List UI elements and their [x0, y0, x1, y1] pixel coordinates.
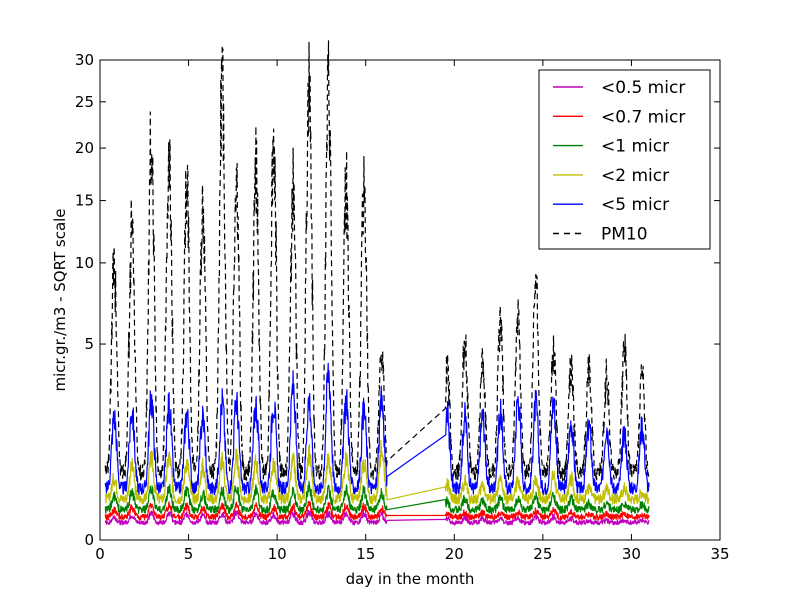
y-tick-label: 10	[75, 254, 94, 272]
series-line--1-micr	[104, 480, 650, 515]
series-line--2-micr	[104, 440, 650, 505]
x-tick-label: 25	[533, 545, 552, 563]
plot-frame	[99, 59, 721, 541]
y-tick-label: 30	[75, 51, 94, 69]
series-layer	[104, 40, 650, 526]
x-tick-label: 35	[710, 545, 729, 563]
x-tick-label: 10	[268, 545, 287, 563]
x-axis-label: day in the month	[346, 570, 475, 588]
series-line--5-micr	[104, 362, 650, 496]
legend-label: PM10	[601, 225, 648, 245]
y-tick-label: 20	[75, 139, 94, 157]
y-tick-label: 25	[75, 93, 94, 111]
ticks-layer: 0 5 10 15 20 25 30 35 0 5 10 15 20 25 30	[75, 51, 730, 563]
series-line-pm10	[104, 40, 650, 482]
x-tick-label: 15	[356, 545, 375, 563]
legend-label: <0.7 micr	[601, 107, 685, 127]
series-line--0-5-micr	[104, 509, 650, 526]
y-tick-label: 0	[84, 531, 94, 549]
legend-label: <2 micr	[601, 166, 669, 186]
x-tick-label: 5	[184, 545, 194, 563]
legend-label: <5 micr	[601, 195, 669, 215]
x-tick-label: 0	[95, 545, 105, 563]
y-tick-label: 15	[75, 192, 94, 210]
x-tick-label: 30	[622, 545, 641, 563]
series-line--0-7-micr	[104, 500, 650, 521]
legend: <0.5 micr <0.7 micr <1 micr <2 micr <5 micr P…	[538, 69, 711, 250]
y-axis-label: micr.gr./m3 - SQRT scale	[51, 208, 69, 391]
legend-box	[538, 69, 711, 250]
legend-label: <0.5 micr	[601, 78, 685, 98]
y-tick-label: 5	[84, 335, 94, 353]
legend-label: <1 micr	[601, 137, 669, 157]
x-tick-label: 20	[445, 545, 464, 563]
